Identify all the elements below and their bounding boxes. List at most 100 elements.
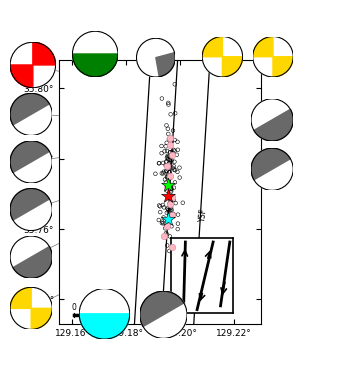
Circle shape [140, 291, 187, 338]
Point [163, 180, 168, 186]
Point [167, 175, 173, 181]
Point [175, 139, 180, 145]
Point [167, 194, 172, 200]
Point [164, 173, 170, 179]
Point [164, 210, 170, 216]
Point [163, 158, 169, 164]
Point [168, 215, 173, 221]
Circle shape [10, 236, 52, 278]
Point [170, 149, 175, 155]
Point [159, 143, 164, 149]
Point [171, 185, 177, 191]
Point [161, 205, 167, 210]
Point [164, 163, 170, 169]
Point [168, 208, 174, 214]
Wedge shape [79, 314, 130, 339]
Circle shape [251, 99, 293, 141]
Circle shape [251, 148, 293, 190]
Point [172, 167, 178, 173]
Point [161, 220, 166, 226]
Point [167, 135, 172, 141]
Point [171, 163, 177, 169]
Point [168, 155, 174, 161]
Text: YSF: YSF [198, 208, 209, 223]
Point [168, 204, 174, 210]
Point [175, 221, 181, 227]
Point [177, 165, 182, 171]
Point [168, 149, 173, 155]
Circle shape [10, 188, 52, 231]
Point [163, 168, 169, 174]
Point [160, 219, 165, 225]
Circle shape [10, 141, 52, 183]
Point [159, 220, 164, 226]
Point [165, 174, 171, 180]
Point [165, 206, 170, 212]
Point [168, 159, 174, 165]
Point [161, 169, 166, 175]
Point [170, 244, 175, 250]
Circle shape [202, 37, 243, 77]
Point [170, 128, 176, 134]
Point [166, 207, 171, 213]
Point [168, 111, 173, 117]
Point [165, 156, 171, 162]
Point [172, 81, 178, 87]
Point [170, 212, 175, 218]
Point [168, 202, 174, 208]
Point [165, 216, 171, 221]
Circle shape [10, 93, 52, 135]
Point [169, 157, 174, 163]
Point [167, 142, 172, 147]
Point [165, 131, 171, 137]
Wedge shape [72, 54, 118, 77]
Point [168, 185, 174, 191]
Point [174, 152, 180, 158]
Point [164, 168, 169, 173]
Point [160, 171, 166, 176]
Point [164, 155, 170, 161]
Point [169, 223, 174, 229]
Point [168, 214, 174, 220]
Wedge shape [222, 57, 243, 77]
Point [167, 157, 173, 163]
Point [164, 123, 169, 128]
Point [169, 193, 174, 198]
Wedge shape [273, 57, 293, 77]
Point [166, 194, 171, 199]
Point [163, 143, 168, 149]
Wedge shape [10, 93, 50, 125]
Text: km: km [84, 298, 96, 307]
Point [157, 203, 163, 209]
Wedge shape [254, 109, 293, 141]
Point [175, 226, 180, 232]
Point [168, 186, 174, 191]
Point [157, 209, 163, 215]
Point [175, 212, 181, 217]
Point [165, 126, 171, 132]
Point [170, 152, 175, 158]
Point [166, 169, 172, 175]
Point [162, 225, 168, 231]
Point [165, 164, 171, 170]
Point [164, 175, 170, 180]
Point [166, 136, 172, 142]
Point [165, 154, 171, 160]
Wedge shape [156, 53, 175, 57]
Point [165, 182, 171, 188]
Text: 1: 1 [104, 303, 109, 312]
Point [153, 171, 158, 177]
Point [168, 188, 174, 194]
Wedge shape [10, 188, 50, 220]
Circle shape [72, 31, 118, 77]
Point [167, 173, 172, 179]
Point [161, 233, 167, 239]
Point [172, 137, 177, 143]
Point [167, 149, 173, 155]
Point [156, 217, 161, 223]
Point [165, 153, 171, 159]
Point [159, 171, 164, 176]
Point [170, 194, 175, 200]
Point [175, 147, 181, 153]
Point [163, 163, 168, 168]
